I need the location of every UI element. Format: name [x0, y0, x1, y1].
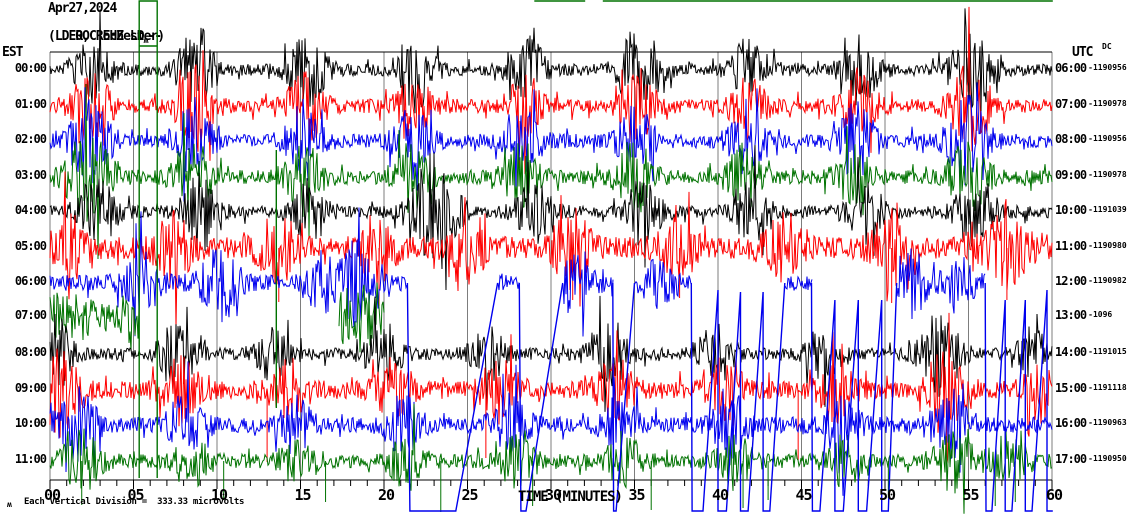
dc-offset-value: -1190978	[1088, 99, 1127, 108]
dc-offset-value: -1190956	[1088, 63, 1127, 72]
est-hour-label: 10:00	[14, 416, 47, 430]
trace-row-11-11:00	[49, 403, 1053, 514]
dc-offset-value: -1191118	[1088, 383, 1127, 392]
station-marker-glyph: ʍ	[143, 36, 149, 45]
est-hour-label: 08:00	[14, 345, 47, 359]
dc-offset-value: -1190978	[1088, 170, 1127, 179]
x-tick-label: 05	[127, 486, 144, 504]
utc-hour-label: 15:00 -1191118	[1055, 381, 1127, 395]
clip-artifact-blue	[690, 282, 786, 512]
header-affiliation: (LDEO, Rochester)	[48, 29, 165, 44]
x-tick-label: 35	[628, 486, 645, 504]
trace-row-10-10:00	[49, 361, 1053, 496]
utc-hour-label: 07:00 -1190978	[1055, 97, 1127, 111]
est-hour-label: 09:00	[14, 381, 47, 395]
left-timezone-header: EST	[2, 45, 24, 60]
x-tick-label: 60	[1045, 486, 1063, 504]
trace-row-6-06:00	[49, 207, 408, 337]
trace-row-6-06:00	[784, 275, 813, 291]
utc-hour-label: 10:00 -1191039	[1055, 203, 1127, 217]
x-tick-label: 20	[377, 486, 395, 504]
clip-artifact-blue	[984, 282, 1053, 512]
trace-row-6-06:00	[562, 251, 614, 337]
x-tick-label: 15	[294, 486, 311, 504]
clip-artifact-blue	[518, 282, 564, 512]
dc-offset-value: -1190956	[1088, 134, 1127, 143]
dc-offset-value: -1190982	[1088, 276, 1127, 285]
trace-row-5-05:00	[49, 171, 1053, 328]
est-hour-label: 01:00	[14, 97, 47, 111]
trace-row-6-06:00	[896, 248, 986, 320]
dc-offset-value: -1191039	[1088, 205, 1127, 214]
clip-artifact-blue	[612, 282, 636, 512]
dc-column-header: DC	[1102, 42, 1112, 51]
utc-hour-label: 17:00 -1190950	[1055, 452, 1127, 466]
x-tick-label: 50	[878, 486, 896, 504]
utc-time: 12:00	[1055, 274, 1087, 288]
utc-time: 08:00	[1055, 132, 1087, 146]
dc-offset-value: -1190980	[1088, 241, 1127, 250]
utc-hour-label: 08:00 -1190956	[1055, 132, 1127, 146]
station-code: ROC EHZ LD	[75, 29, 144, 44]
station-location-suffix: --	[147, 29, 162, 44]
utc-time: 10:00	[1055, 203, 1087, 217]
utc-time: 16:00	[1055, 416, 1087, 430]
clip-artifact-green	[138, 0, 158, 478]
utc-time: 09:00	[1055, 168, 1087, 182]
trace-row-6-06:00	[497, 273, 520, 291]
est-hour-label: 06:00	[14, 274, 47, 288]
utc-time: 06:00	[1055, 61, 1087, 75]
utc-time: 13:00	[1055, 308, 1087, 322]
trace-row-9-09:00	[49, 312, 1053, 464]
dc-offset-value: -1096	[1088, 310, 1113, 319]
trace-row-0-00:00	[49, 8, 1053, 118]
est-hour-label: 07:00	[14, 308, 47, 322]
trace-row-3-03:00	[49, 83, 1053, 260]
utc-hour-label: 16:00 -1190963	[1055, 416, 1127, 430]
utc-hour-label: 14:00 -1191015	[1055, 345, 1127, 359]
x-tick-label: 30	[544, 486, 562, 504]
x-tick-label: 10	[210, 486, 228, 504]
utc-time: 14:00	[1055, 345, 1087, 359]
header-station-line: ROC EHZ LDʍ--	[48, 16, 162, 59]
dc-offset-value: -1191015	[1088, 347, 1127, 356]
right-timezone-header: UTC	[1072, 45, 1094, 60]
trace-row-4-04:00	[49, 145, 1053, 291]
utc-hour-label: 06:00 -1190956	[1055, 61, 1127, 75]
clip-artifact-blue	[810, 282, 898, 512]
trace-row-2-02:00	[49, 82, 1053, 202]
est-hour-label: 00:00	[14, 61, 47, 75]
est-hour-label: 11:00	[14, 452, 47, 466]
trace-row-6-06:00	[634, 258, 692, 309]
utc-time: 07:00	[1055, 97, 1087, 111]
trace-row-7-07:00	[49, 292, 140, 351]
est-hour-label: 05:00	[14, 239, 47, 253]
utc-hour-label: 11:00 -1190980	[1055, 239, 1127, 253]
x-tick-label: 40	[711, 486, 729, 504]
clip-artifact-blue	[406, 282, 499, 512]
dc-offset-value: -1190950	[1088, 454, 1127, 463]
vertical-scale-note: Each Vertical Division = 333.33 microvol…	[24, 497, 245, 507]
utc-time: 17:00	[1055, 452, 1087, 466]
utc-time: 11:00	[1055, 239, 1087, 253]
x-tick-label: 55	[962, 486, 979, 504]
dc-offset-value: -1190963	[1088, 418, 1127, 427]
x-tick-label: 00	[43, 486, 61, 504]
utc-time: 15:00	[1055, 381, 1087, 395]
footer-marker-glyph: ʍ	[7, 500, 12, 509]
utc-hour-label: 09:00 -1190978	[1055, 168, 1127, 182]
trace-row-7-07:00	[338, 282, 385, 353]
est-hour-label: 04:00	[14, 203, 47, 217]
est-hour-label: 03:00	[14, 168, 47, 182]
x-axis-title: TIME (MINUTES)	[517, 489, 623, 505]
x-tick-label: 25	[461, 486, 478, 504]
trace-row-1-01:00	[49, 6, 1053, 175]
utc-hour-label: 13:00 -1096	[1055, 308, 1112, 322]
x-tick-label: 45	[795, 486, 812, 504]
utc-hour-label: 12:00 -1190982	[1055, 274, 1127, 288]
est-hour-label: 02:00	[14, 132, 47, 146]
